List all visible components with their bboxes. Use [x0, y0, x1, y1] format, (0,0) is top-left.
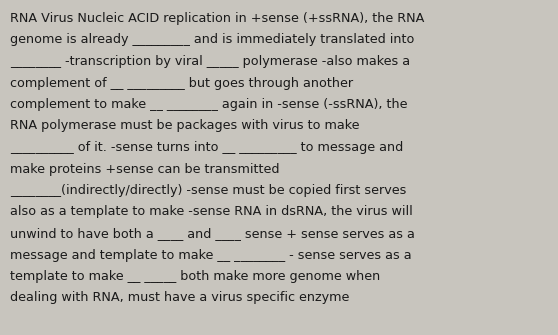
- Text: RNA polymerase must be packages with virus to make: RNA polymerase must be packages with vir…: [10, 120, 359, 133]
- Text: RNA Virus Nucleic ACID replication in +sense (+ssRNA), the RNA: RNA Virus Nucleic ACID replication in +s…: [10, 12, 425, 25]
- Text: ________ -transcription by viral _____ polymerase -also makes a: ________ -transcription by viral _____ p…: [10, 55, 410, 68]
- Text: also as a template to make -sense RNA in dsRNA, the virus will: also as a template to make -sense RNA in…: [10, 205, 413, 218]
- Text: complement of __ _________ but goes through another: complement of __ _________ but goes thro…: [10, 76, 353, 89]
- Text: complement to make __ ________ again in -sense (-ssRNA), the: complement to make __ ________ again in …: [10, 98, 407, 111]
- Text: genome is already _________ and is immediately translated into: genome is already _________ and is immed…: [10, 34, 415, 47]
- Text: template to make __ _____ both make more genome when: template to make __ _____ both make more…: [10, 270, 380, 283]
- Text: __________ of it. -sense turns into __ _________ to message and: __________ of it. -sense turns into __ _…: [10, 141, 403, 154]
- Text: ________(indirectly/directly) -sense must be copied first serves: ________(indirectly/directly) -sense mus…: [10, 184, 406, 197]
- Text: message and template to make __ ________ - sense serves as a: message and template to make __ ________…: [10, 249, 412, 262]
- Text: unwind to have both a ____ and ____ sense + sense serves as a: unwind to have both a ____ and ____ sens…: [10, 227, 415, 240]
- Text: dealing with RNA, must have a virus specific enzyme: dealing with RNA, must have a virus spec…: [10, 291, 349, 305]
- Text: make proteins +sense can be transmitted: make proteins +sense can be transmitted: [10, 162, 280, 176]
